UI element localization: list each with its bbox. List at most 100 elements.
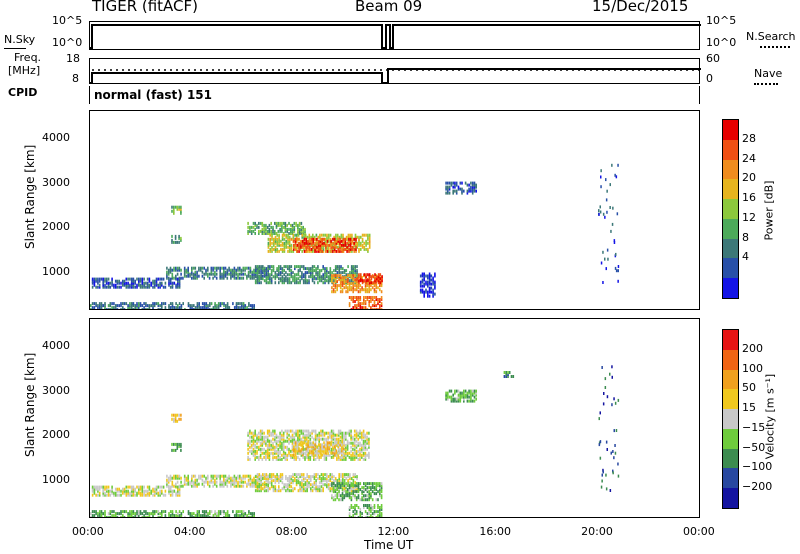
velocity-cell	[123, 491, 126, 495]
power-cell	[274, 271, 277, 275]
velocity-cell	[134, 514, 136, 517]
velocity-cell	[207, 476, 209, 480]
power-cell	[136, 285, 138, 289]
velocity-cell	[136, 491, 138, 495]
power-cell	[230, 272, 232, 276]
velocity-cell	[141, 493, 144, 497]
power-cell	[343, 278, 346, 282]
power-cell	[261, 229, 264, 233]
velocity-cell	[307, 429, 310, 433]
velocity-cell	[305, 441, 308, 445]
power-cell	[428, 278, 431, 282]
power-cell	[377, 279, 380, 283]
velocity-cell	[343, 484, 346, 488]
power-cell	[300, 229, 303, 233]
power-cell	[350, 271, 353, 275]
velocity-cell	[251, 512, 254, 516]
power-cell	[349, 271, 351, 275]
velocity-cell	[341, 445, 343, 449]
velocity-cell	[265, 479, 268, 483]
power-cell	[138, 283, 140, 287]
power-cell	[275, 221, 278, 225]
velocity-cell	[164, 514, 167, 517]
power-cell	[333, 245, 336, 249]
velocity-cell	[321, 443, 323, 447]
power-cell	[277, 221, 280, 225]
power-cell	[352, 271, 355, 275]
power-cell	[363, 296, 365, 299]
velocity-cell	[275, 441, 278, 445]
power-cell	[263, 269, 266, 273]
power-cell	[223, 268, 225, 272]
power-cell	[180, 205, 182, 209]
velocity-cell	[95, 485, 97, 489]
power-cell	[326, 249, 329, 253]
velocity-cell	[311, 483, 314, 487]
velocity-cell	[475, 397, 477, 401]
power-cell	[127, 277, 129, 281]
velocity-cell	[377, 514, 379, 517]
velocity-cell	[177, 485, 179, 489]
power-cell	[339, 290, 342, 294]
power-cell	[177, 306, 179, 309]
velocity-cell	[320, 489, 323, 493]
velocity-cell	[130, 485, 133, 489]
velocity-cell	[256, 455, 258, 459]
velocity-cell	[263, 439, 265, 443]
power-cell	[427, 280, 429, 284]
power-cell	[251, 306, 254, 309]
power-cell	[430, 290, 433, 294]
power-cell	[98, 304, 101, 308]
power-cell	[281, 271, 284, 275]
velocity-cell	[268, 457, 271, 461]
power-cell	[219, 304, 222, 308]
velocity-cell	[359, 488, 362, 492]
velocity-cell	[366, 435, 368, 439]
power-cell	[306, 249, 309, 253]
colorbar-tick-label: 4	[742, 250, 749, 264]
velocity-cell	[180, 476, 182, 480]
velocity-cell	[348, 431, 351, 435]
velocity-cell	[113, 514, 115, 517]
power-cell	[332, 282, 335, 286]
velocity-cell	[457, 397, 460, 401]
power-cell	[297, 265, 300, 269]
power-cell	[285, 241, 287, 245]
velocity-cell	[171, 442, 173, 446]
velocity-cell	[352, 457, 354, 461]
power-cell	[272, 265, 275, 269]
power-cell	[340, 271, 342, 275]
power-cell	[302, 275, 305, 279]
velocity-cell	[157, 491, 160, 495]
velocity-cell	[253, 476, 255, 480]
velocity-cell	[141, 487, 144, 491]
velocity-cell	[599, 456, 602, 460]
power-cell	[320, 277, 323, 281]
velocity-cell	[272, 473, 275, 477]
velocity-cell	[111, 485, 113, 489]
velocity-cell	[143, 514, 145, 517]
velocity-cell	[373, 482, 376, 486]
power-cell	[285, 233, 287, 237]
velocity-cell	[274, 489, 277, 493]
power-cell	[173, 268, 175, 272]
power-cell	[347, 235, 350, 239]
velocity-cell	[309, 451, 311, 455]
power-cell	[287, 241, 289, 245]
power-cell	[360, 235, 362, 239]
velocity-cell	[270, 483, 273, 487]
power-cell	[311, 269, 314, 273]
power-cell	[253, 276, 255, 280]
velocity-cell	[364, 457, 367, 461]
velocity-cell	[304, 481, 307, 485]
velocity-cell	[152, 489, 154, 493]
power-cell	[421, 288, 424, 292]
velocity-cell	[189, 480, 191, 484]
velocity-cell	[288, 477, 291, 481]
velocity-cell	[269, 487, 271, 491]
velocity-cell	[262, 483, 264, 487]
power-cell	[326, 245, 328, 249]
velocity-cell	[363, 486, 365, 490]
velocity-cell	[377, 498, 379, 502]
velocity-cell	[363, 482, 365, 486]
